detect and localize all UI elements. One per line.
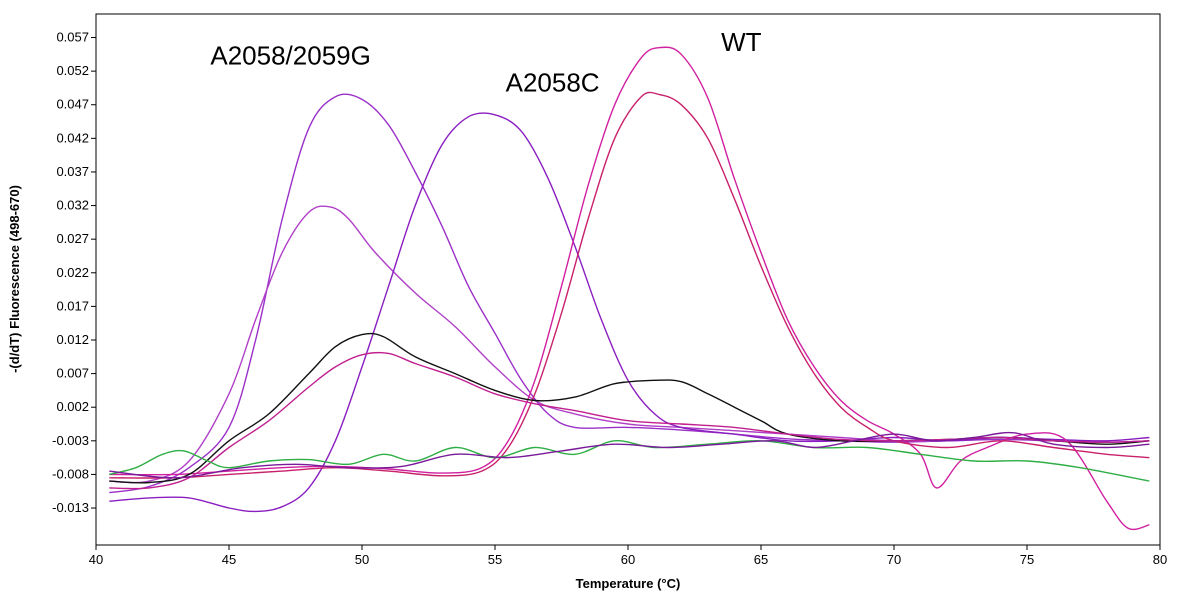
series-line-1 [109,93,1150,494]
series-line-9 [109,431,1150,479]
y-tick-label: 0.007 [56,366,89,381]
series-line-8 [109,440,1150,482]
y-tick-label: -0.003 [52,433,89,448]
y-tick-label: -0.008 [52,466,89,481]
annotation-label: A2058C [506,67,600,97]
annotation-label: WT [721,27,762,57]
y-tick-label: 0.022 [56,265,89,280]
x-tick-label: 65 [754,552,768,567]
x-tick-label: 55 [488,552,502,567]
x-tick-label: 40 [89,552,103,567]
x-tick-label: 50 [355,552,369,567]
x-tick-label: 60 [621,552,635,567]
y-tick-label: 0.057 [56,30,89,45]
annotation-label: A2058/2059G [210,40,370,70]
y-axis-label: -(d/dT) Fluorescence (498-670) [7,185,22,373]
x-tick-label: 75 [1020,552,1034,567]
y-tick-label: 0.002 [56,399,89,414]
series-line-5 [109,91,1150,479]
y-axis: 0.057 0.052 0.047 0.042 0.037 0.032 0.027 0.022… [52,30,96,515]
series-line-4 [109,46,1150,531]
y-tick-label: 0.037 [56,164,89,179]
y-tick-label: 0.032 [56,198,89,213]
y-tick-label: -0.013 [52,500,89,515]
y-tick-label: 0.012 [56,332,89,347]
x-axis: 40 45 50 55 60 65 70 75 80 [89,545,1167,567]
annotations: A2058/2059G A2058C WT [210,27,761,97]
y-tick-label: 0.017 [56,298,89,313]
x-tick-label: 70 [887,552,901,567]
y-tick-label: 0.042 [56,130,89,145]
x-axis-label: Temperature (°C) [576,576,681,591]
series-group [109,46,1150,531]
x-tick-label: 80 [1153,552,1167,567]
y-tick-label: 0.047 [56,97,89,112]
plot-area [95,13,1161,546]
y-tick-label: 0.052 [56,63,89,78]
series-line-3 [109,112,1150,513]
series-line-7 [109,351,1150,490]
y-tick-label: 0.027 [56,231,89,246]
x-tick-label: 45 [222,552,236,567]
